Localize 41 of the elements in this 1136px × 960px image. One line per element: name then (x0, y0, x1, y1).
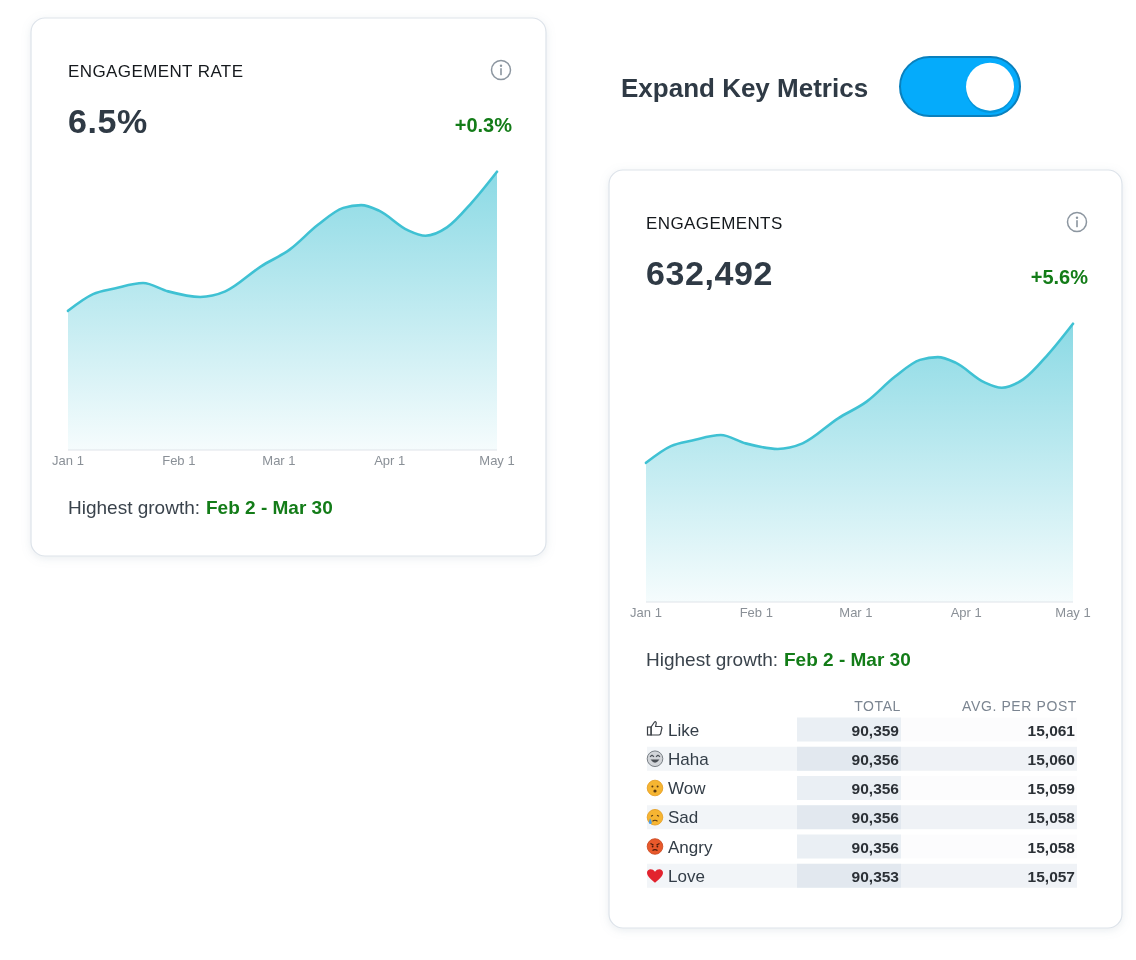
data-label: 15,059 (1027, 780, 1076, 797)
data-label: 90,353 (851, 867, 900, 885)
text: Highest growth: (68, 497, 201, 518)
data-label: 90,356 (851, 750, 900, 768)
y-tick-label: Angry (668, 837, 713, 857)
data-label: 90,359 (851, 721, 900, 739)
x-tick-label: Apr 1 (950, 605, 982, 620)
x-tick-label: Apr 1 (374, 453, 406, 468)
x-tick-label: May 1 (1055, 605, 1091, 620)
x-tick-label: Mar 1 (839, 605, 873, 620)
text: 632,492 (646, 254, 774, 292)
x-tick-label: Jan 1 (52, 453, 84, 468)
x-tick-label: TOTAL (854, 698, 901, 714)
data-label: 90,356 (851, 780, 900, 797)
chart-title: ENGAGEMENTS (646, 214, 783, 233)
x-tick-label: AVG. PER POST (962, 698, 1077, 714)
data-label: 90,356 (851, 809, 900, 827)
data-label: 15,058 (1027, 838, 1076, 856)
y-tick-label: Wow (668, 779, 707, 798)
text: Feb 2 - Mar 30 (206, 497, 333, 518)
data-label: 15,061 (1027, 721, 1076, 739)
text: Highest growth: (646, 649, 779, 670)
y-tick-label: Haha (668, 749, 710, 769)
x-tick-label: Feb 1 (739, 605, 773, 620)
data-label: 15,060 (1027, 750, 1075, 768)
text: Feb 2 - Mar 30 (784, 649, 911, 670)
text: +5.6% (1030, 266, 1089, 288)
chart-title: ENGAGEMENT RATE (68, 62, 244, 81)
y-tick-label: Like (668, 720, 700, 740)
data-label: 90,356 (851, 838, 900, 856)
data-label: 15,057 (1027, 867, 1075, 885)
x-tick-label: Jan 1 (630, 605, 662, 620)
x-tick-label: May 1 (479, 453, 515, 468)
x-tick-label: Mar 1 (262, 453, 296, 468)
x-tick-label: Feb 1 (162, 453, 196, 468)
text: Expand Key Metrics (621, 73, 869, 103)
y-tick-label: Love (668, 866, 705, 886)
data-label: 15,058 (1027, 809, 1076, 827)
text: 6.5% (68, 102, 148, 140)
y-tick-label: Sad (668, 808, 699, 828)
text: +0.3% (454, 114, 513, 136)
